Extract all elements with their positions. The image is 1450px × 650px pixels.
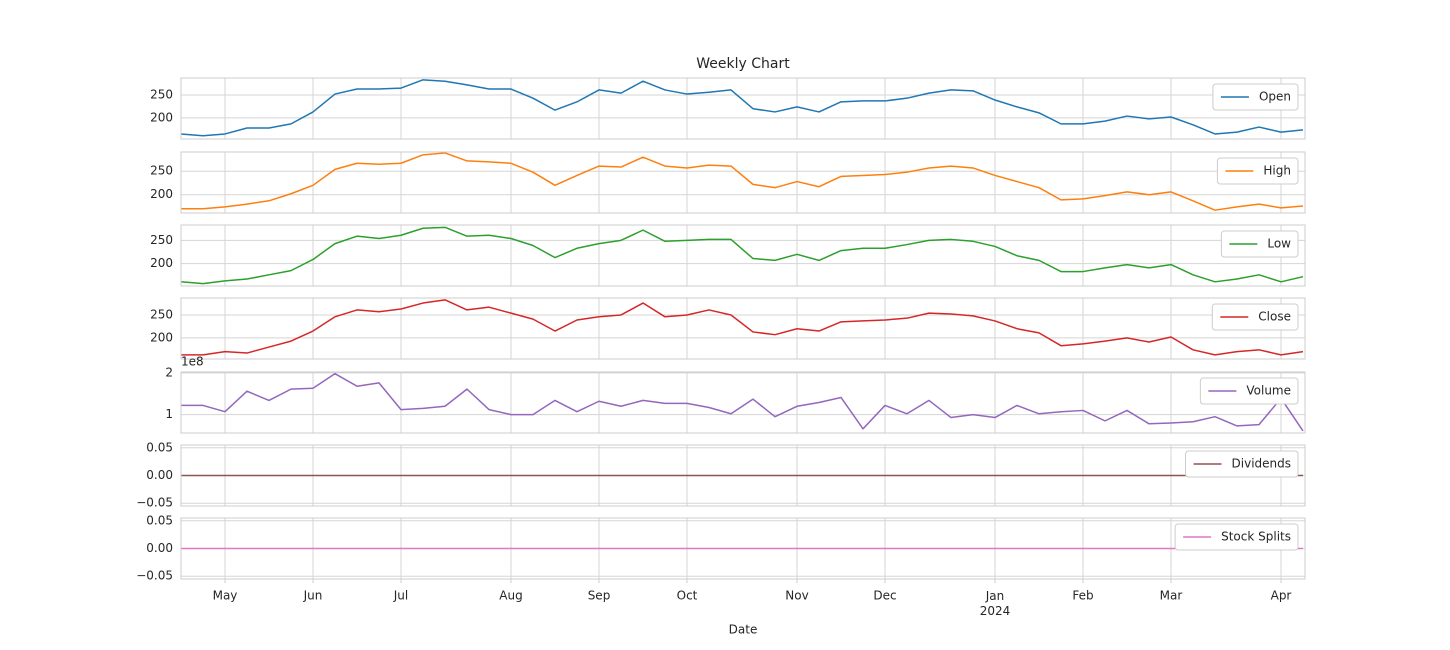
x-tick-label: Feb bbox=[1072, 589, 1093, 603]
legend-label: Stock Splits bbox=[1221, 530, 1291, 544]
legend-box bbox=[1216, 157, 1299, 185]
data-line bbox=[181, 372, 1304, 432]
x-tick-label: May bbox=[213, 589, 238, 603]
y-tick-label: 200 bbox=[150, 330, 173, 344]
x-tick-label: Jan 2024 bbox=[980, 589, 1011, 618]
plot-frame bbox=[180, 151, 1306, 214]
plot-area bbox=[181, 152, 1305, 213]
data-line bbox=[180, 226, 1304, 285]
chart-title: Weekly Chart bbox=[696, 56, 790, 72]
plot-area bbox=[181, 225, 1305, 286]
legend-label: Dividends bbox=[1232, 457, 1291, 471]
legend-box bbox=[1199, 377, 1299, 405]
legend: Stock Splits bbox=[1174, 523, 1299, 551]
y-tick-label: 200 bbox=[150, 256, 173, 270]
plot-frame bbox=[180, 224, 1306, 287]
y-tick-label: 0.00 bbox=[146, 468, 173, 482]
x-tick-label: Aug bbox=[499, 589, 522, 603]
x-tick-label: Sep bbox=[588, 589, 611, 603]
legend-label: Close bbox=[1258, 310, 1291, 324]
y-tick-label: 0.00 bbox=[146, 541, 173, 555]
plot-frame bbox=[180, 77, 1306, 140]
legend-box bbox=[1220, 230, 1299, 258]
y-tick-label: 250 bbox=[150, 164, 173, 178]
plot-frame bbox=[180, 371, 1306, 434]
legend-label: Open bbox=[1259, 90, 1291, 104]
y-tick-label: 2 bbox=[165, 365, 173, 379]
x-tick-label: Apr bbox=[1271, 589, 1292, 603]
data-line bbox=[181, 299, 1304, 356]
y-tick-label: 250 bbox=[150, 307, 173, 321]
legend-box bbox=[1212, 83, 1299, 111]
x-tick-label: Oct bbox=[677, 589, 698, 603]
x-tick-label: Jul bbox=[393, 589, 408, 603]
x-axis-label: Date bbox=[729, 623, 758, 637]
legend: Volume bbox=[1199, 377, 1299, 405]
plot-area bbox=[181, 78, 1305, 139]
y-tick-label: 200 bbox=[150, 110, 173, 124]
y-offset-label: 1e8 bbox=[181, 355, 204, 369]
x-tick-label: Jun bbox=[303, 589, 323, 603]
legend-label: Low bbox=[1267, 237, 1291, 251]
legend: Close bbox=[1211, 303, 1299, 331]
legend-box bbox=[1185, 450, 1299, 478]
x-tick-label: Dec bbox=[873, 589, 896, 603]
y-tick-label: 0.05 bbox=[146, 440, 173, 454]
legend-box bbox=[1211, 303, 1299, 331]
legend: High bbox=[1216, 157, 1299, 185]
data-line bbox=[181, 152, 1304, 211]
data-line bbox=[180, 79, 1304, 137]
legend-label: High bbox=[1263, 164, 1291, 178]
legend: Dividends bbox=[1185, 450, 1299, 478]
plot-frame bbox=[180, 297, 1306, 360]
y-tick-label: −0.05 bbox=[136, 569, 173, 583]
y-tick-label: 0.05 bbox=[146, 513, 173, 527]
y-tick-label: 200 bbox=[150, 187, 173, 201]
x-tick-label: Mar bbox=[1160, 589, 1183, 603]
plot-frame bbox=[180, 517, 1306, 580]
plot-frame bbox=[180, 444, 1306, 507]
y-tick-label: −0.05 bbox=[136, 496, 173, 510]
plot-area bbox=[181, 298, 1305, 359]
legend: Open bbox=[1212, 83, 1299, 111]
x-tick-label: Nov bbox=[785, 589, 808, 603]
legend-label: Volume bbox=[1246, 384, 1291, 398]
plot-area bbox=[181, 372, 1305, 433]
legend: Low bbox=[1220, 230, 1299, 258]
y-tick-label: 250 bbox=[150, 233, 173, 247]
y-tick-label: 250 bbox=[150, 87, 173, 101]
y-tick-label: 1 bbox=[165, 407, 173, 421]
legend-box bbox=[1174, 523, 1299, 551]
